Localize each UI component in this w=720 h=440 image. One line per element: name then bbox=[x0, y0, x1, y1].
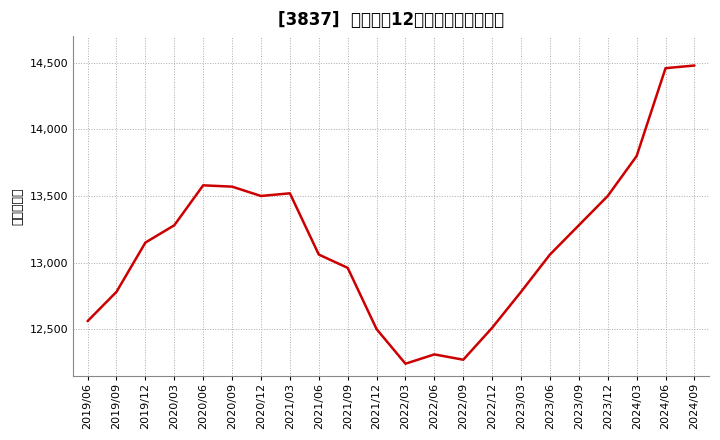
Title: [3837]  売上高の12か月移動合計の推移: [3837] 売上高の12か月移動合計の推移 bbox=[278, 11, 504, 29]
Y-axis label: （百万円）: （百万円） bbox=[11, 187, 24, 225]
